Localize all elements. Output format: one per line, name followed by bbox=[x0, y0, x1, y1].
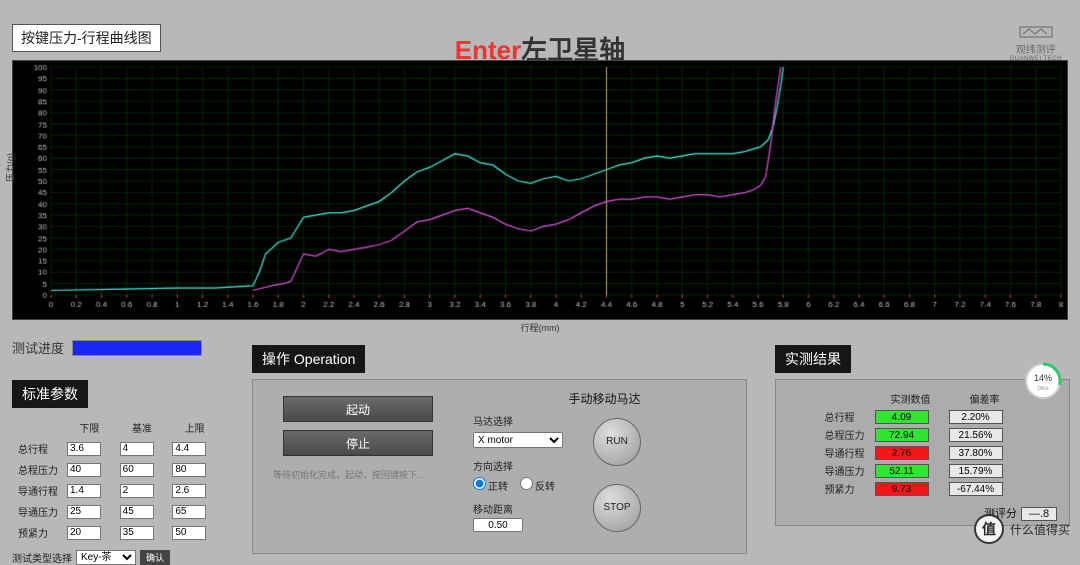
standard-params-panel: 标准参数 下限基准上限 总行程 总程压力 导通行程 导通压力 预紧力 测试类型选… bbox=[12, 380, 222, 565]
move-distance-label: 移动距离 bbox=[473, 501, 563, 516]
stop-button[interactable]: 停止 bbox=[283, 430, 433, 456]
deviation-value: 21.56% bbox=[949, 428, 1003, 442]
motor-select-label: 马达选择 bbox=[473, 413, 563, 428]
direction-label: 方向选择 bbox=[473, 458, 563, 473]
progress-area: 测试进度 bbox=[12, 338, 202, 357]
param-base-input[interactable] bbox=[120, 484, 154, 498]
param-row-label: 总程压力 bbox=[14, 460, 62, 479]
std-params-table: 下限基准上限 总行程 总程压力 导通行程 导通压力 预紧力 bbox=[12, 416, 222, 544]
reverse-radio[interactable]: 反转 bbox=[520, 477, 555, 493]
deviation-value: 15.79% bbox=[949, 464, 1003, 478]
param-base-input[interactable] bbox=[120, 505, 154, 519]
param-row-label: 预紧力 bbox=[14, 523, 62, 542]
y-axis-label: 压力(g) bbox=[4, 153, 17, 182]
std-params-header: 标准参数 bbox=[12, 380, 88, 408]
stop-round-button[interactable]: STOP bbox=[593, 484, 641, 532]
result-row-label: 预紧力 bbox=[825, 481, 873, 496]
param-low-input[interactable] bbox=[67, 526, 101, 540]
result-row-label: 总程压力 bbox=[825, 427, 873, 442]
progress-label: 测试进度 bbox=[12, 338, 64, 357]
result-value: 2.76 bbox=[875, 446, 929, 460]
test-type-select[interactable]: Key-茶 bbox=[76, 550, 136, 565]
brand-logo: 观纬测评 GUANWEI TECH bbox=[1009, 24, 1062, 62]
param-row-label: 导通压力 bbox=[14, 502, 62, 521]
result-row-label: 导通压力 bbox=[825, 463, 873, 478]
svg-text:OK/s: OK/s bbox=[1037, 386, 1049, 392]
operation-panel: 操作 Operation 起动 停止 等待初始化完成，起动，按回键按下... 手… bbox=[252, 345, 747, 554]
param-high-input[interactable] bbox=[172, 484, 206, 498]
param-high-input[interactable] bbox=[172, 505, 206, 519]
x-axis-label: 行程(mm) bbox=[521, 321, 560, 334]
progress-bar bbox=[72, 340, 202, 356]
start-button[interactable]: 起动 bbox=[283, 396, 433, 422]
force-travel-chart bbox=[12, 60, 1068, 320]
param-row-label: 导通行程 bbox=[14, 481, 62, 500]
operation-header: 操作 Operation bbox=[252, 345, 365, 373]
param-base-input[interactable] bbox=[120, 526, 154, 540]
result-value: 4.09 bbox=[875, 410, 929, 424]
result-value: 72.94 bbox=[875, 428, 929, 442]
param-high-input[interactable] bbox=[172, 526, 206, 540]
operation-hint: 等待初始化完成，起动，按回键按下... bbox=[273, 468, 443, 481]
chart-area: 压力(g) 行程(mm) bbox=[12, 60, 1068, 320]
result-value: 9.73 bbox=[875, 482, 929, 496]
param-low-input[interactable] bbox=[67, 484, 101, 498]
result-value: 52.11 bbox=[875, 464, 929, 478]
deviation-value: -67.44% bbox=[949, 482, 1003, 496]
result-row-label: 导通行程 bbox=[825, 445, 873, 460]
watermark: 值 什么值得买 bbox=[974, 514, 1070, 544]
watermark-icon: 值 bbox=[974, 514, 1004, 544]
param-low-input[interactable] bbox=[67, 442, 101, 456]
results-table: 实测数值偏差率 总行程 4.09 2.20%总程压力 72.94 21.56%导… bbox=[823, 388, 1023, 499]
svg-text:14%: 14% bbox=[1034, 373, 1052, 383]
param-low-input[interactable] bbox=[67, 463, 101, 477]
deviation-value: 2.20% bbox=[949, 410, 1003, 424]
param-base-input[interactable] bbox=[120, 442, 154, 456]
run-button[interactable]: RUN bbox=[593, 418, 641, 466]
manual-motor-title: 手动移动马达 bbox=[473, 390, 736, 407]
param-row-label: 总行程 bbox=[14, 439, 62, 458]
param-high-input[interactable] bbox=[172, 442, 206, 456]
confirm-button[interactable]: 确认 bbox=[140, 550, 170, 565]
motor-select[interactable]: X motor bbox=[473, 432, 563, 448]
results-header: 实测结果 bbox=[775, 345, 851, 373]
chart-title-box: 按键压力-行程曲线图 bbox=[12, 24, 161, 52]
param-high-input[interactable] bbox=[172, 463, 206, 477]
param-low-input[interactable] bbox=[67, 505, 101, 519]
param-base-input[interactable] bbox=[120, 463, 154, 477]
gauge-icon: 14% OK/s bbox=[1024, 362, 1062, 400]
deviation-value: 37.80% bbox=[949, 446, 1003, 460]
result-row-label: 总行程 bbox=[825, 409, 873, 424]
move-distance-input[interactable] bbox=[473, 518, 523, 532]
forward-radio[interactable]: 正转 bbox=[473, 477, 508, 493]
test-type-label: 测试类型选择 bbox=[12, 550, 72, 565]
